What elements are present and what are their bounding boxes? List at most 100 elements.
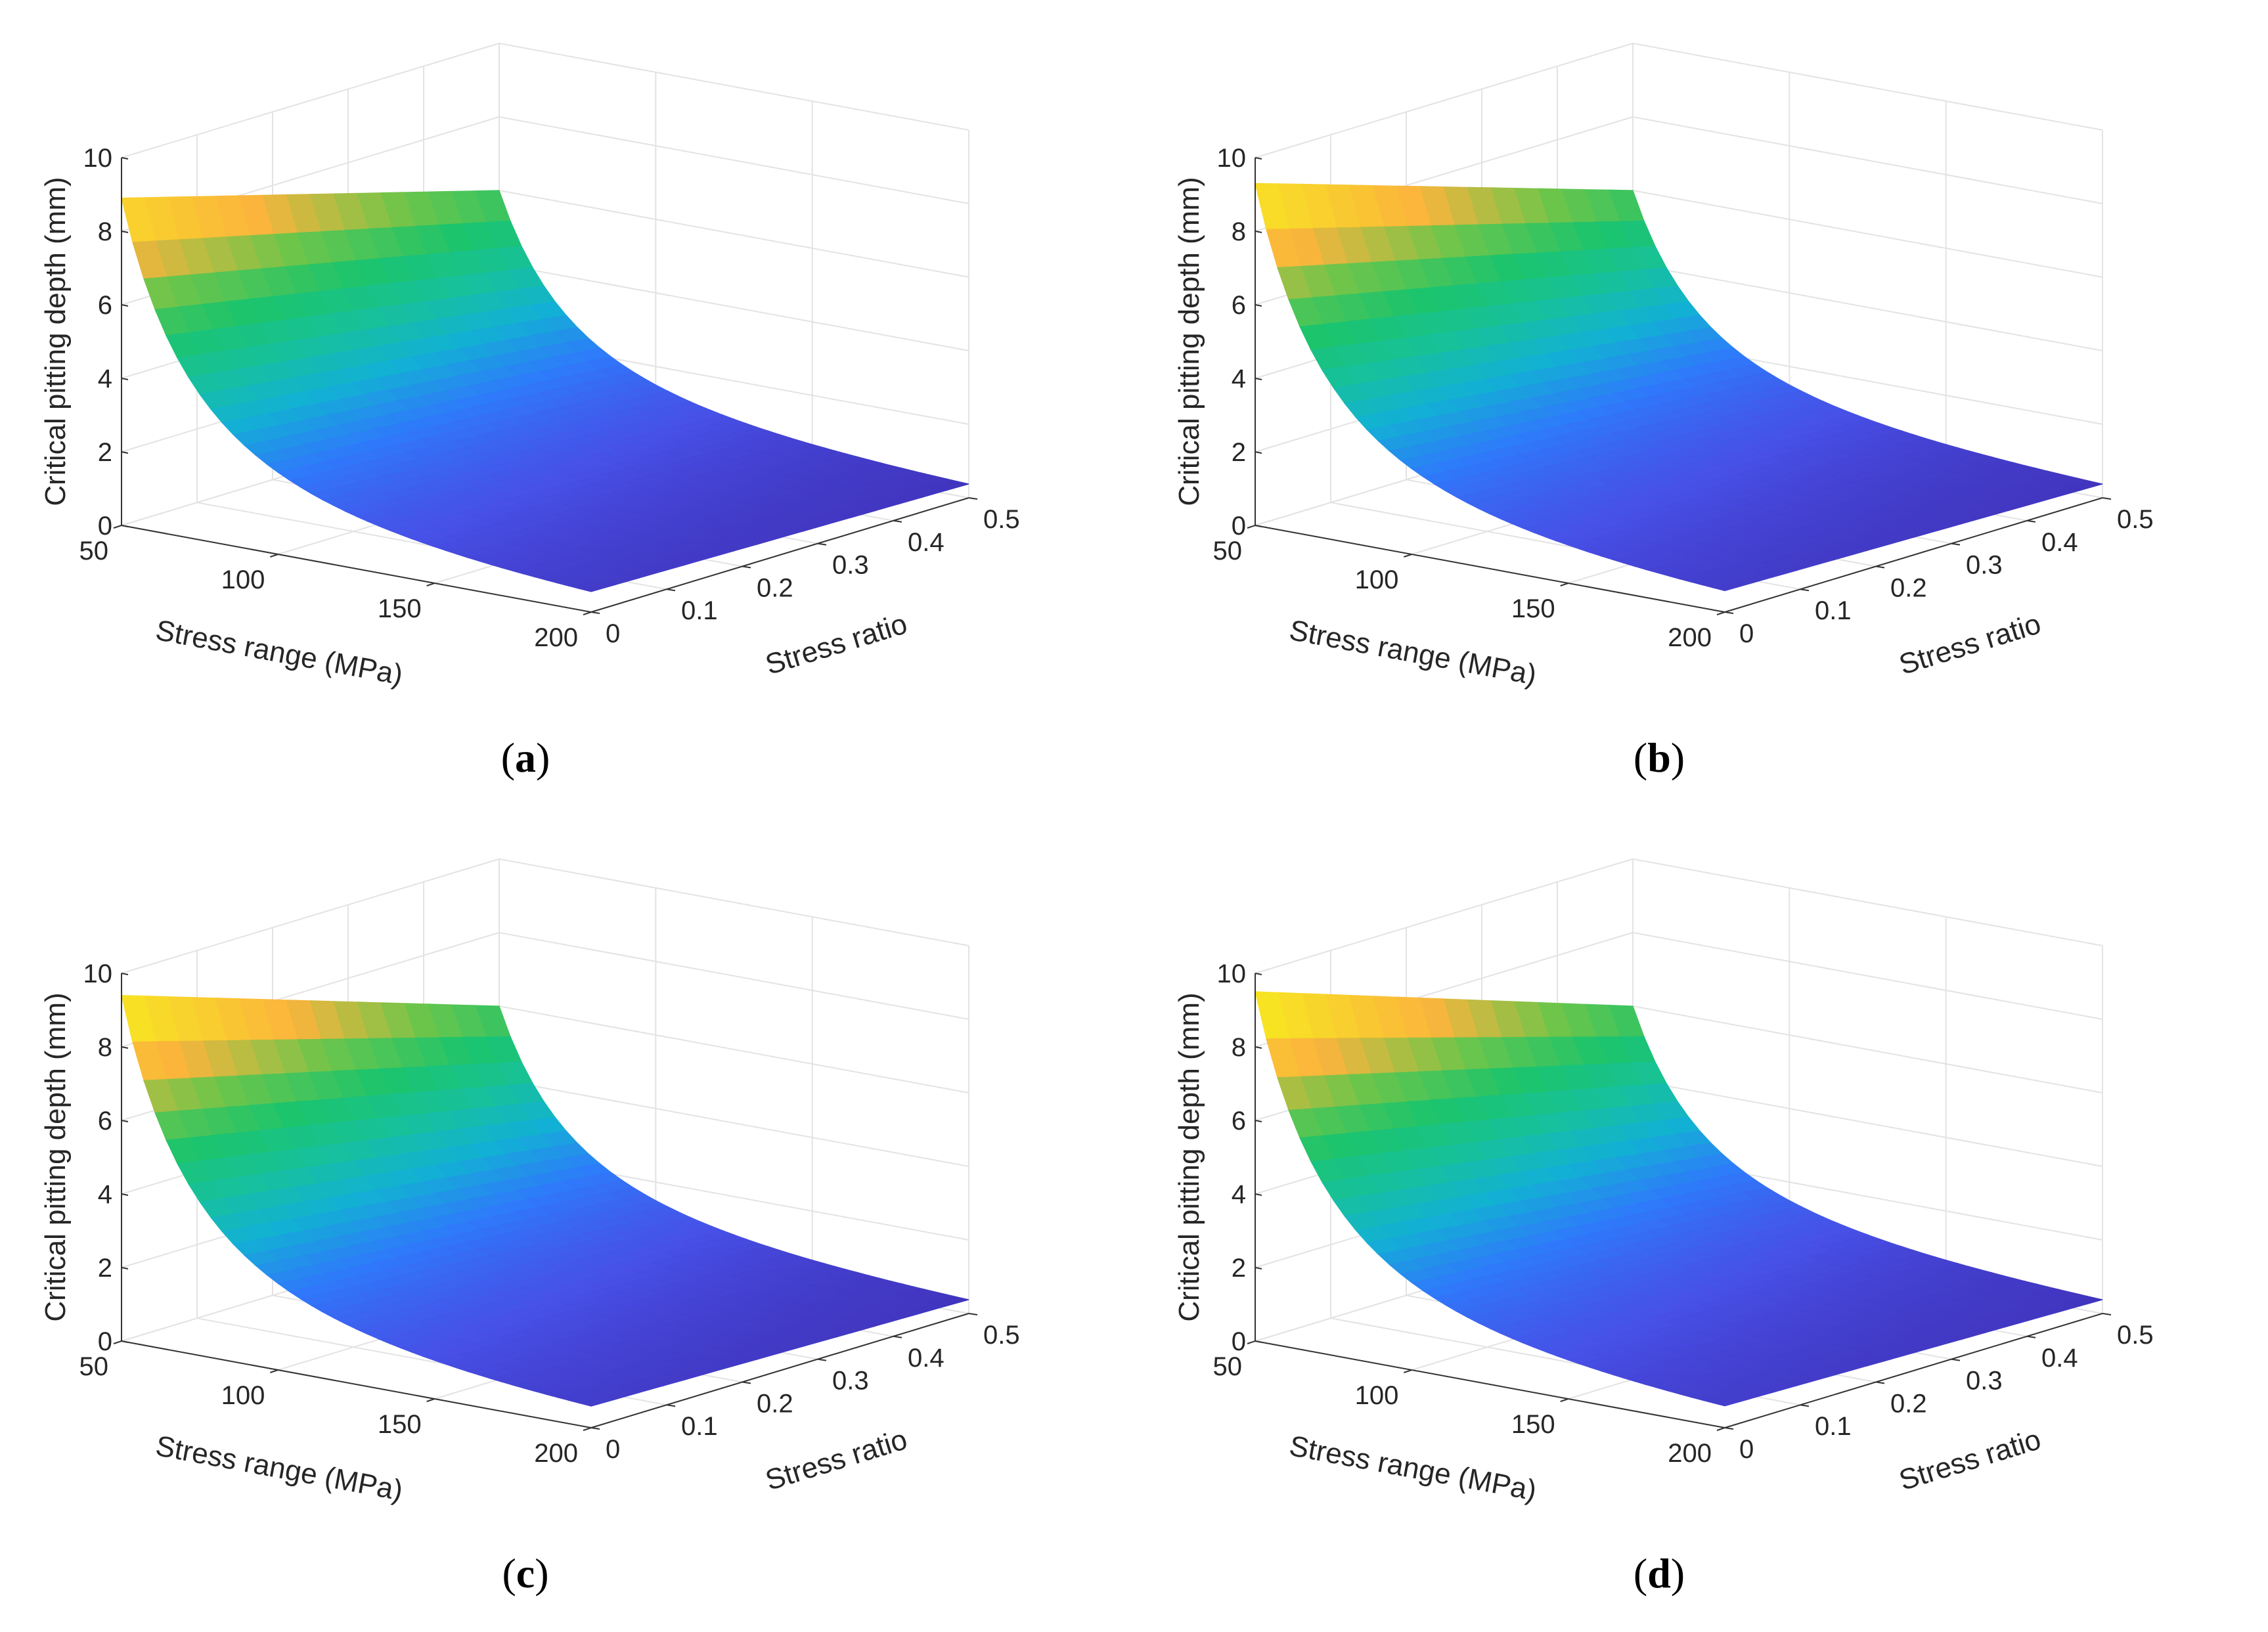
z-tick-mark	[121, 378, 129, 380]
axes: 0 2 4 6 8 10 50 100 150 200 0 0.1 0.2 0.3 0.4 0.5	[1213, 144, 2154, 652]
z-tick-label: 0	[1232, 1327, 1246, 1356]
y-tick-label: 0.4	[2041, 528, 2078, 557]
x-tick-mark	[426, 583, 435, 586]
y-tick-mark	[590, 611, 600, 614]
x-axis-label: Stress range (MPa)	[1287, 614, 1539, 692]
y-tick-mark	[2102, 497, 2112, 500]
z-tick-label: 2	[98, 438, 112, 467]
surface-chart-svg: 0 2 4 6 8 10 50 100 150 200 0 0.1 0.2 0.3 0.4 0.5 Critic…	[39, 43, 1020, 781]
y-tick-mark	[968, 1313, 978, 1315]
z-tick-mark	[1255, 525, 1262, 527]
y-tick-label: 0.3	[1966, 551, 2003, 580]
y-tick-label: 0.1	[1815, 1412, 1852, 1441]
surface-patch	[2067, 481, 2103, 491]
z-tick-label: 4	[1232, 364, 1246, 393]
y-tick-label: 0	[1739, 1435, 1754, 1464]
y-tick-label: 0.2	[757, 573, 793, 602]
y-tick-mark	[1724, 611, 1734, 614]
z-tick-mark	[1255, 378, 1262, 380]
surface	[1255, 991, 2103, 1407]
y-tick-mark	[742, 1381, 751, 1384]
x-tick-mark	[583, 611, 592, 615]
z-tick-mark	[1255, 1340, 1262, 1343]
y-tick-mark	[1800, 1404, 1810, 1407]
z-tick-label: 10	[83, 959, 113, 988]
y-tick-label: 0.4	[908, 1344, 945, 1373]
x-tick-label: 100	[1355, 565, 1399, 594]
caption-open-paren: (	[1634, 734, 1647, 781]
z-tick-label: 2	[1232, 1254, 1246, 1283]
y-axis-label: Stress ratio	[762, 1423, 911, 1497]
y-axis-label: Stress ratio	[762, 607, 911, 681]
z-tick-label: 6	[1232, 291, 1246, 320]
x-tick-mark	[270, 554, 278, 558]
x-tick-label: 50	[79, 537, 109, 565]
x-tick-mark	[1716, 1427, 1725, 1431]
y-tick-mark	[1800, 588, 1810, 592]
y-axis-line	[590, 497, 969, 613]
x-tick-mark	[1247, 525, 1256, 529]
chart-panel-b: 0 2 4 6 8 10 50 100 150 200 0 0.1 0.2 0.3 0.4 0.5 Critic…	[1134, 0, 2267, 816]
z-tick-mark	[1255, 1120, 1262, 1122]
x-tick-label: 200	[534, 623, 578, 652]
x-tick-label: 200	[534, 1439, 578, 1468]
x-tick-label: 100	[1355, 1381, 1399, 1410]
z-tick-mark	[1255, 973, 1262, 975]
x-axis-line	[1255, 1340, 1725, 1428]
y-tick-mark	[893, 519, 902, 523]
y-tick-mark	[817, 1358, 827, 1361]
y-tick-label: 0.5	[983, 505, 1020, 534]
caption-close-paren: )	[1671, 1550, 1685, 1597]
x-tick-label: 200	[1668, 1439, 1712, 1468]
x-axis-line	[121, 1340, 592, 1428]
x-tick-mark	[1404, 554, 1412, 558]
y-tick-label: 0.2	[1890, 1389, 1927, 1418]
z-tick-mark	[121, 1120, 129, 1122]
chart-panel-a: 0 2 4 6 8 10 50 100 150 200 0 0.1 0.2 0.3 0.4 0.5 Critic…	[0, 0, 1134, 816]
z-tick-mark	[1255, 304, 1262, 307]
caption-close-paren: )	[535, 1550, 548, 1597]
z-tick-mark	[121, 451, 129, 454]
caption-letter: a	[515, 734, 536, 781]
z-tick-mark	[121, 525, 129, 527]
y-tick-label: 0.5	[2117, 1321, 2154, 1350]
z-tick-mark	[121, 1193, 129, 1196]
x-tick-mark	[583, 1427, 592, 1431]
z-tick-mark	[1255, 1267, 1262, 1269]
y-tick-label: 0.1	[681, 596, 718, 625]
y-tick-mark	[666, 1404, 676, 1407]
z-tick-label: 2	[98, 1254, 112, 1283]
surface-patch	[2067, 1296, 2103, 1307]
caption-close-paren: )	[536, 734, 550, 781]
z-axis-label: Critical pitting depth (mm)	[39, 177, 72, 506]
z-tick-label: 10	[1217, 959, 1247, 988]
x-tick-label: 200	[1668, 623, 1712, 652]
z-axis-label: Critical pitting depth (mm)	[39, 992, 72, 1321]
x-tick-mark	[1560, 1398, 1568, 1402]
surface-patch	[933, 481, 969, 491]
z-tick-label: 4	[1232, 1180, 1246, 1209]
surface-chart-svg: 0 2 4 6 8 10 50 100 150 200 0 0.1 0.2 0.3 0.4 0.5 Critic…	[1173, 858, 2154, 1597]
surface-patch	[933, 1296, 969, 1307]
x-axis-label: Stress range (MPa)	[153, 1430, 405, 1507]
panel-caption: (c)	[502, 1550, 548, 1597]
z-tick-label: 10	[1217, 144, 1247, 173]
y-tick-label: 0.2	[1890, 573, 1927, 602]
z-tick-mark	[121, 973, 129, 975]
z-tick-mark	[1255, 1193, 1262, 1196]
x-tick-mark	[270, 1369, 278, 1373]
z-tick-mark	[1255, 157, 1262, 160]
y-axis-line	[1724, 497, 2103, 613]
y-tick-label: 0	[1739, 619, 1754, 648]
y-tick-mark	[742, 565, 751, 569]
y-tick-mark	[817, 542, 827, 546]
y-tick-mark	[590, 1427, 600, 1430]
panel-caption: (b)	[1634, 734, 1685, 781]
z-tick-mark	[121, 304, 129, 307]
x-tick-label: 100	[221, 565, 265, 594]
surface	[121, 190, 969, 592]
y-tick-label: 0.5	[2117, 505, 2154, 534]
z-tick-label: 10	[83, 144, 113, 173]
x-tick-mark	[113, 525, 122, 529]
surface	[121, 994, 969, 1407]
